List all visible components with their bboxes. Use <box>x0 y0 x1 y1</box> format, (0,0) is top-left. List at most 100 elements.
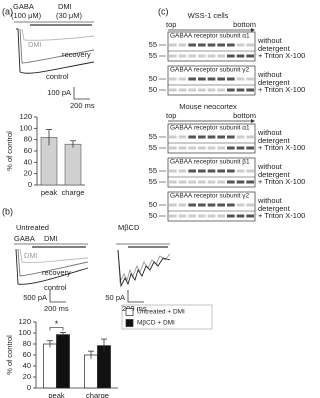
bar <box>64 143 82 186</box>
band <box>188 77 196 81</box>
band <box>236 77 245 81</box>
band <box>217 169 225 173</box>
gaba-conc: (100 μM) <box>11 11 42 20</box>
band <box>178 135 187 139</box>
band <box>246 214 254 218</box>
band <box>169 54 177 58</box>
blot-label: GABAA receptor subunit α1 <box>170 33 250 40</box>
band <box>207 43 216 47</box>
band <box>198 169 206 173</box>
band <box>178 54 187 58</box>
dmi-label: DMI <box>58 2 72 11</box>
condition-label: MβCD <box>118 223 140 232</box>
band <box>178 169 187 173</box>
scale-bar <box>73 87 90 100</box>
band <box>178 214 187 218</box>
condition-label: without <box>257 36 283 45</box>
condition-label: detergent <box>258 78 291 87</box>
band <box>227 180 235 184</box>
blot-label: GABAA receptor subunit γ2 <box>170 67 250 74</box>
band <box>188 135 196 139</box>
band <box>207 214 216 218</box>
band <box>207 169 216 173</box>
y-tick-label: 40 <box>23 361 31 370</box>
condition-label: + Triton X-100 <box>258 211 305 220</box>
band <box>217 77 225 81</box>
legend-label: Untreated + DMI <box>137 309 185 316</box>
y-tick-label: 0 <box>27 383 31 392</box>
y-tick-label: 100 <box>19 123 32 132</box>
trace-noisy <box>117 249 171 284</box>
annotation: * <box>55 319 59 329</box>
band <box>246 203 254 207</box>
gaba-label: GABA <box>14 234 35 243</box>
x-tick-label: charge <box>86 391 109 398</box>
blot-label: GABAA receptor subunit β1 <box>170 159 250 166</box>
arrow-head <box>251 28 255 32</box>
band <box>188 54 196 58</box>
band <box>188 180 196 184</box>
band <box>236 88 245 92</box>
band <box>246 88 254 92</box>
condition-label: + Triton X-100 <box>258 143 305 152</box>
arrow-head <box>251 119 255 123</box>
y-tick-label: 60 <box>23 350 31 359</box>
band <box>236 54 245 58</box>
band <box>178 146 187 150</box>
marker-label: 50 <box>149 211 157 220</box>
band <box>188 214 196 218</box>
dmi-label: DMI <box>44 234 58 243</box>
blot-box <box>167 191 256 222</box>
band <box>227 43 235 47</box>
band <box>236 146 245 150</box>
y-tick-label: 100 <box>18 328 31 337</box>
band <box>188 146 196 150</box>
condition-label: + Triton X-100 <box>258 85 305 94</box>
band <box>217 203 225 207</box>
band <box>198 88 206 92</box>
x-tick-label: peak <box>41 188 58 197</box>
band <box>207 180 216 184</box>
scale-label: 100 pA <box>47 88 71 97</box>
band <box>198 77 206 81</box>
y-tick-label: 0 <box>28 180 32 189</box>
band <box>207 88 216 92</box>
trace-label: control <box>44 283 67 292</box>
band <box>236 214 245 218</box>
condition-label: detergent <box>258 136 291 145</box>
y-tick-label: 120 <box>19 112 32 121</box>
trace-label: recovery <box>42 268 71 277</box>
blot-box <box>167 157 256 188</box>
legend-swatch <box>125 308 134 316</box>
band <box>227 203 235 207</box>
y-tick-label: 80 <box>24 135 32 144</box>
section-title: WSS-1 cells <box>188 11 229 20</box>
direction-label: top <box>166 20 176 29</box>
band <box>169 146 177 150</box>
condition-label: + Triton X-100 <box>258 177 305 186</box>
y-tick-label: 120 <box>18 317 31 326</box>
band <box>169 169 177 173</box>
blot-label: GABAA receptor subunit α1 <box>170 125 250 132</box>
condition-label: without <box>257 196 283 205</box>
band <box>178 203 187 207</box>
scale-label: 200 ms <box>122 304 147 313</box>
marker-label: 55 <box>149 51 157 60</box>
marker-label: 55 <box>149 143 157 152</box>
band <box>207 203 216 207</box>
condition-label: + Triton X-100 <box>258 51 305 60</box>
band <box>169 135 177 139</box>
band <box>246 180 254 184</box>
legend-box <box>121 304 213 330</box>
band <box>169 88 177 92</box>
band <box>188 43 196 47</box>
band <box>198 43 206 47</box>
legend-label: MβCD + DMI <box>137 320 175 327</box>
marker-label: 55 <box>149 132 157 141</box>
condition-label: Untreated <box>16 223 49 232</box>
trace-dmi <box>19 248 89 263</box>
marker-label: 55 <box>149 166 157 175</box>
band <box>198 203 206 207</box>
trace-dmi <box>21 28 95 41</box>
trace-label: recovery <box>62 50 91 59</box>
